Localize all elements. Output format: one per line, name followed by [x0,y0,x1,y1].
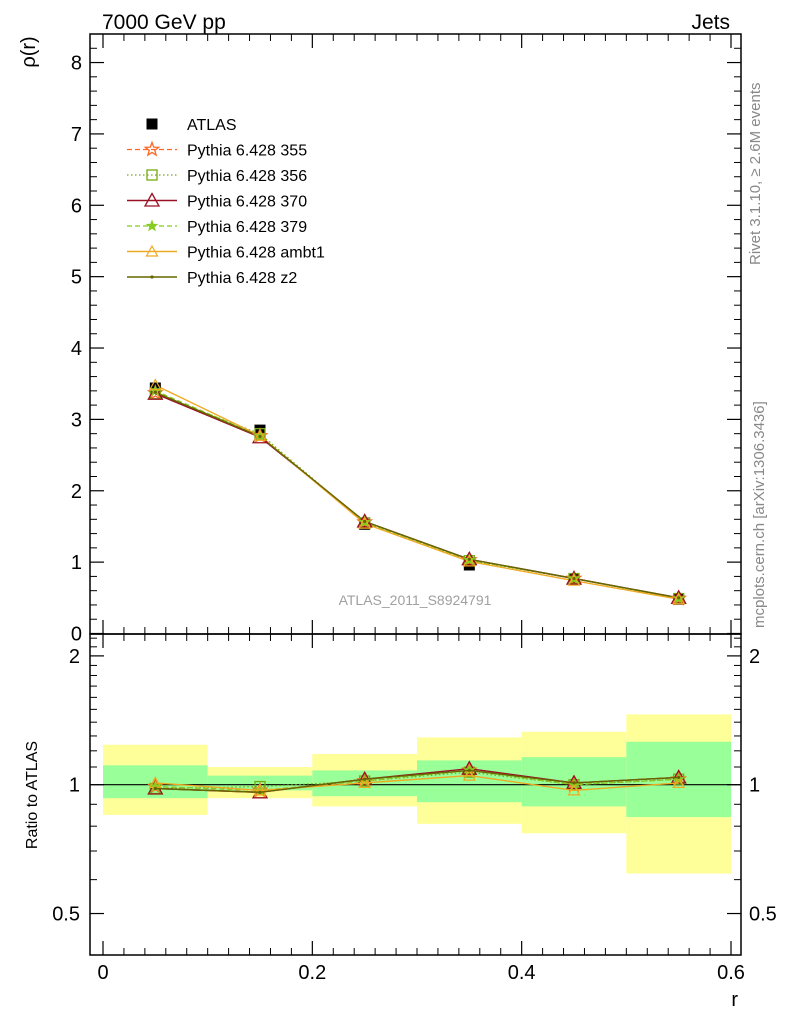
data-point-pythia-6-428-ambt1 [253,429,267,441]
ratio-line-pythia-6-428-356 [155,771,679,790]
main-y-tick-label: 8 [71,53,82,75]
data-point-pythia-6-428-z2 [258,434,262,439]
main-y-tick-label: 1 [71,552,82,574]
legend-label-pythia-6-428-z2: Pythia 6.428 z2 [187,270,297,287]
axes-group: 0 1 2 3 4 5 6 7 8 0 0.2 0.4 0.6 0.5 0.5 1 1 2 2 [52,33,777,984]
ratio-ylabel: Ratio to ATLAS [24,741,41,849]
main-y-tick-label: 7 [71,124,82,146]
ratio-series-group [90,760,741,799]
ratio-point-pythia-6-428-z2 [258,790,262,794]
ratio-point-pythia-6-428-z2 [363,777,367,781]
data-point-pythia-6-428-z2 [363,519,367,524]
watermark: ATLAS_2011_S8924791 [339,592,492,608]
main-ylabel: ρ(r) [18,36,40,67]
ratio-line-pythia-6-428-z2 [155,769,679,794]
ratio-uncertainty-bands [103,714,731,874]
legend-marker-pythia-6-428-356 [146,169,158,181]
ratio-y-tick-label: 0.5 [52,904,80,926]
x-tick-label: 0.6 [717,962,745,984]
ratio-point-pythia-6-428-ambt1 [253,783,267,796]
legend-label-pythia-6-428-ambt1: Pythia 6.428 ambt1 [187,245,325,262]
legend: ATLAS Pythia 6.428 355 Pythia 6.428 356 Pyt… [127,117,325,287]
ratio-y-tick-label-right: 1 [749,775,760,797]
ratio-point-pythia-6-428-ambt1 [672,776,686,788]
ratio-point-pythia-6-428-z2 [572,781,576,785]
ratio-point-pythia-6-428-ambt1 [462,768,476,781]
x-tick-label: 0.2 [298,962,326,984]
data-point-pythia-6-428-ambt1 [672,592,686,605]
ratio-point-pythia-6-428-ambt1 [358,776,372,788]
xlabel: r [731,989,738,1011]
data-point-pythia-6-428-z2 [467,557,471,561]
legend-marker-pythia-6-428-z2 [150,275,154,279]
legend-marker-pythia-6-428-379 [145,219,159,232]
series-line-pythia-6-428-356 [155,393,679,600]
main-y-tick-label: 3 [71,409,82,431]
ratio-y-tick-label-right: 0.5 [749,904,777,926]
ratio-point-pythia-6-428-z2 [153,786,157,791]
main-y-tick-label: 0 [71,624,82,646]
data-point-pythia-6-428-ambt1 [462,554,476,567]
x-tick-label: 0.4 [508,962,536,984]
ratio-point-pythia-6-428-ambt1 [567,783,581,796]
data-point-pythia-6-428-356 [254,428,266,440]
ratio-point-pythia-6-428-z2 [467,768,471,773]
legend-marker-pythia-6-428-370 [143,192,161,207]
legend-label-pythia-6-428-379: Pythia 6.428 379 [187,219,307,236]
ratio-point-pythia-6-428-z2 [677,775,681,780]
legend-label-pythia-6-428-370: Pythia 6.428 370 [187,194,307,211]
data-point-pythia-6-428-z2 [572,576,576,581]
ratio-point-pythia-6-428-370 [461,760,478,775]
ratio-y-tick-label: 1 [69,775,80,797]
main-y-tick-label: 4 [71,338,82,360]
data-point-pythia-6-428-ambt1 [148,378,162,391]
x-tick-label: 0 [97,962,108,984]
main-y-tick-label: 5 [71,267,82,289]
legend-label-atlas: ATLAS [187,117,237,134]
main-y-tick-label: 2 [71,481,82,503]
main-series-group [146,378,688,606]
data-point-pythia-6-428-z2 [153,390,157,394]
rivet-label: Rivet 3.1.10, ≥ 2.6M events [747,83,764,266]
legend-label-pythia-6-428-355: Pythia 6.428 355 [187,143,307,160]
data-point-pythia-6-428-370 [147,385,164,400]
data-point-pythia-6-428-ambt1 [567,573,581,586]
ratio-y-tick-label: 2 [69,646,80,668]
legend-marker-pythia-6-428-ambt1 [145,244,159,257]
series-line-pythia-6-428-ambt1 [154,384,679,600]
data-point-pythia-6-428-z2 [677,596,681,600]
series-line-pythia-6-428-z2 [155,391,679,599]
ratio-y-tick-label-right: 2 [749,646,760,668]
ratio-line-pythia-6-428-ambt1 [155,774,679,792]
legend-marker-pythia-6-428-355 [143,140,161,157]
legend-marker-atlas [146,118,158,130]
series-line-pythia-6-428-379 [155,390,679,600]
legend-label-pythia-6-428-356: Pythia 6.428 356 [187,168,307,185]
source-label: mcplots.cern.ch [arXiv:1306.3436] [751,401,768,628]
main-y-tick-label: 6 [71,195,82,217]
header-right: Jets [691,11,730,34]
data-point-pythia-6-428-ambt1 [358,516,372,529]
ratio-panel-frame [89,633,742,956]
header-left: 7000 GeV pp [102,11,226,34]
